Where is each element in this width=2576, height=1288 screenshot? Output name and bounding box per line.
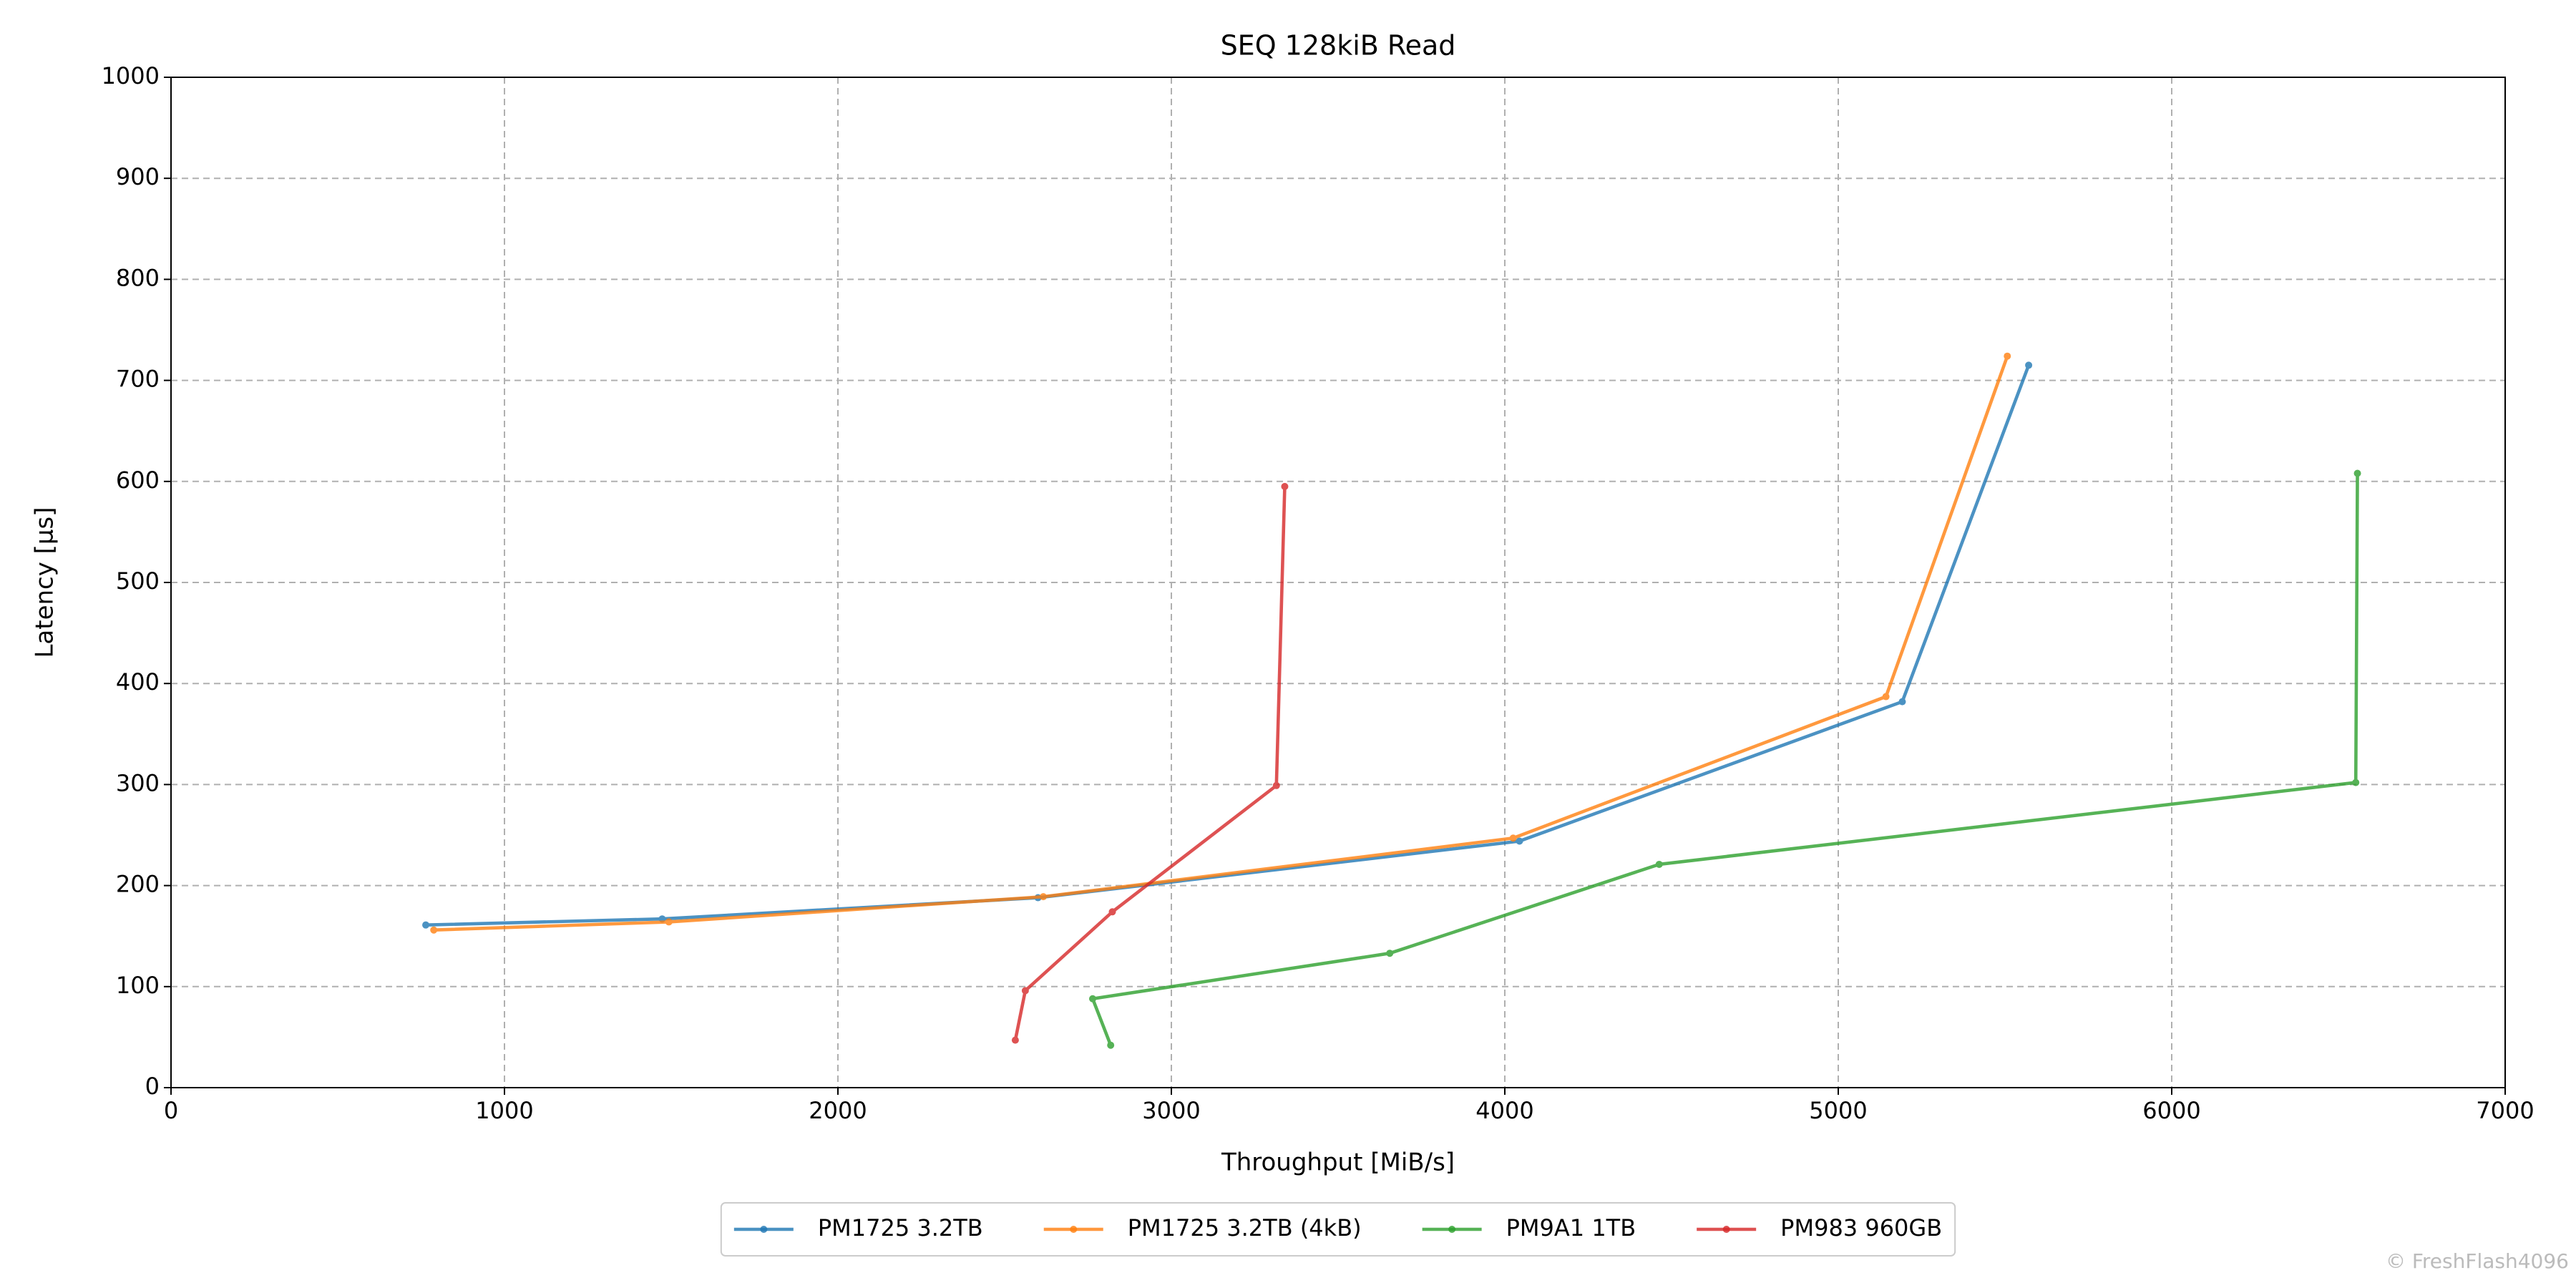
point: [2352, 779, 2360, 786]
point: [2025, 361, 2033, 369]
y-tick-label: 900: [116, 163, 160, 190]
legend-label: PM9A1 1TB: [1506, 1214, 1636, 1241]
y-tick-label: 100: [116, 972, 160, 999]
y-tick-label: 200: [116, 871, 160, 898]
watermark: © FreshFlash4096: [2386, 1249, 2569, 1273]
y-tick-label: 600: [116, 467, 160, 494]
series-line: [1013, 486, 1287, 1041]
legend-box: [720, 1202, 1956, 1257]
legend: PM1725 3.2TB PM1725 3.2TB (4kB) PM9A1 1TB P…: [720, 1202, 1956, 1257]
legend-marker: [760, 1226, 768, 1233]
legend-item: PM1725 3.2TB: [733, 1214, 983, 1241]
series-line: [1091, 473, 2359, 1046]
point: [1011, 1036, 1019, 1044]
x-tick-label: 6000: [2142, 1097, 2200, 1124]
legend-item: PM9A1 1TB: [1422, 1214, 1636, 1241]
chart-title: SEQ 128kiB Read: [1221, 30, 1456, 62]
x-tick-label: 5000: [1809, 1097, 1867, 1124]
y-tick-label: 400: [116, 668, 160, 696]
point: [1021, 987, 1029, 995]
point: [1089, 995, 1097, 1002]
point: [1516, 837, 1523, 845]
point: [1108, 908, 1116, 916]
x-tick-label: 0: [164, 1097, 178, 1124]
y-axis-label: Latency [μs]: [31, 507, 59, 658]
point: [1655, 860, 1663, 868]
legend-label: PM983 960GB: [1780, 1214, 1942, 1241]
legend-label: PM1725 3.2TB: [818, 1214, 983, 1241]
point: [1882, 693, 1890, 701]
point: [1386, 950, 1394, 957]
x-tick-label: 2000: [809, 1097, 867, 1124]
y-tick-label: 700: [116, 366, 160, 393]
y-tick-label: 500: [116, 567, 160, 595]
plot-frame: [170, 77, 2506, 1088]
point: [2353, 469, 2361, 477]
x-axis-label: Throughput [MiB/s]: [1221, 1148, 1455, 1177]
y-tick-label: 800: [116, 264, 160, 291]
x-tick-label: 3000: [1142, 1097, 1200, 1124]
point: [1272, 781, 1280, 789]
point: [1281, 482, 1289, 490]
x-tick-label: 1000: [475, 1097, 533, 1124]
y-tick-label: 0: [145, 1073, 160, 1100]
series: [1089, 469, 2361, 1049]
point: [1040, 893, 1048, 901]
legend-item: PM983 960GB: [1697, 1214, 1942, 1241]
legend-marker: [1448, 1226, 1456, 1233]
series: [422, 361, 2033, 929]
point: [422, 921, 430, 929]
legend-marker: [1070, 1226, 1078, 1233]
point: [1898, 698, 1906, 706]
series: [430, 352, 2011, 934]
point: [665, 918, 673, 926]
legend-marker: [1722, 1226, 1730, 1233]
series-line: [434, 355, 2009, 932]
legend-label: PM1725 3.2TB (4kB): [1128, 1214, 1362, 1241]
series: [1011, 482, 1289, 1044]
point: [2004, 352, 2011, 360]
legend-item: PM1725 3.2TB (4kB): [1043, 1214, 1362, 1241]
point: [430, 926, 438, 934]
y-tick-label: 1000: [102, 62, 160, 89]
point: [1509, 834, 1517, 842]
point: [1107, 1041, 1115, 1049]
x-tick-label: 7000: [2476, 1097, 2534, 1124]
x-tick-label: 4000: [1475, 1097, 1533, 1124]
y-tick-label: 300: [116, 769, 160, 796]
series-line: [425, 364, 2031, 927]
